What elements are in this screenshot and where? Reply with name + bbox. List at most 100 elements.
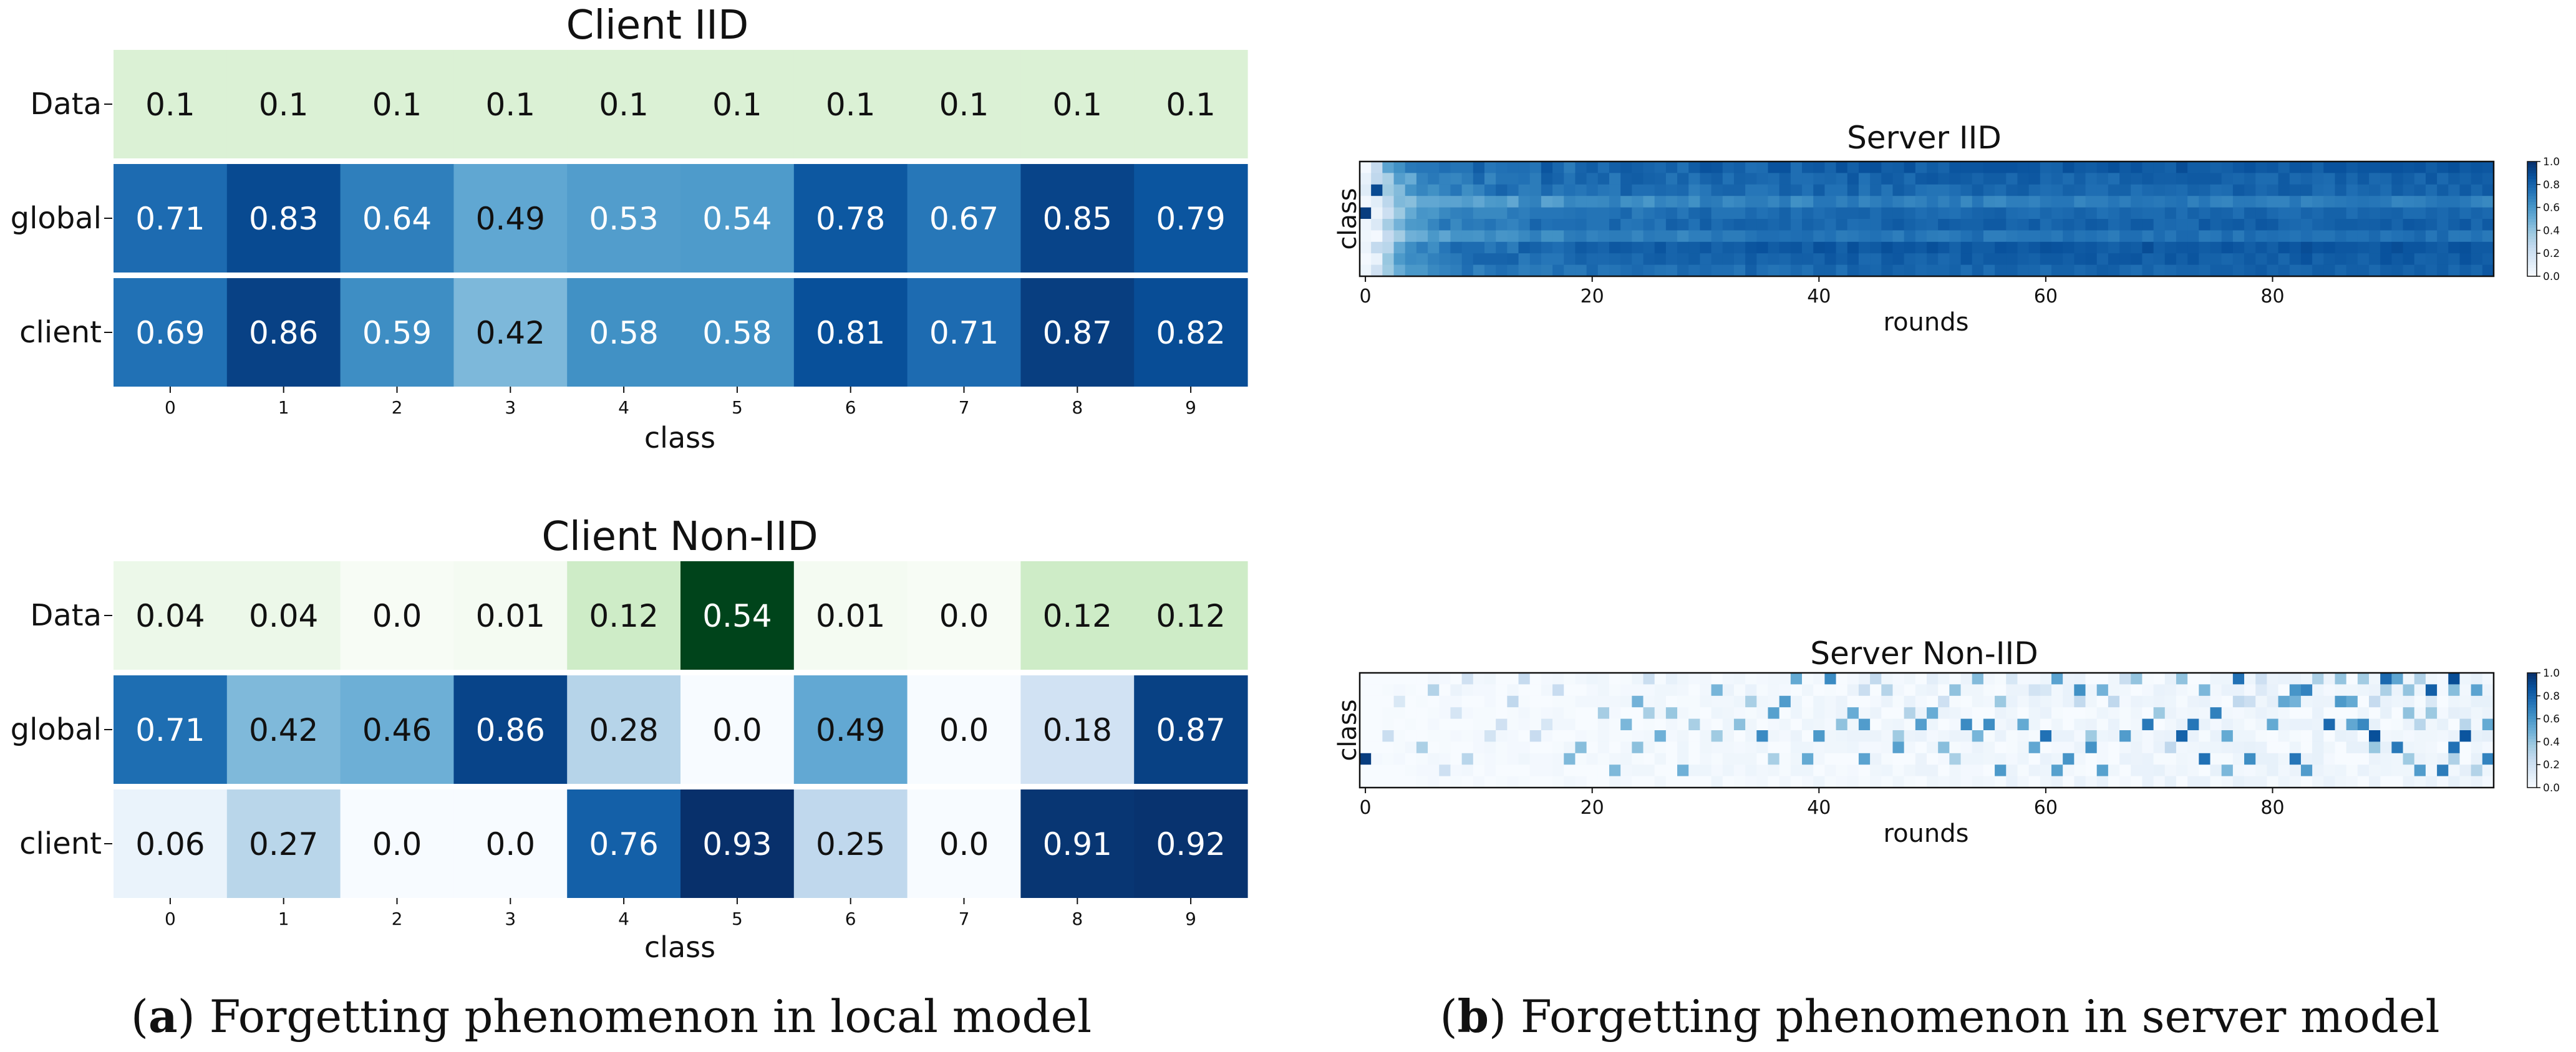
heatmap-cell (1620, 264, 1632, 277)
heatmap-cell (2255, 241, 2267, 254)
heatmap-cell (2369, 730, 2381, 742)
heatmap-cell (1416, 162, 1428, 173)
heatmap-cell (1711, 196, 1723, 208)
x-tick-label: 8 (1072, 909, 1083, 929)
x-tick-label: 0 (165, 909, 176, 929)
colorbar-segment (2527, 736, 2537, 740)
heatmap-cell (1836, 695, 1848, 708)
heatmap-cell (2300, 718, 2313, 731)
heatmap-cell (2028, 241, 2041, 254)
colorbar-segment (2527, 687, 2537, 691)
heatmap-cell (2096, 741, 2109, 754)
heatmap-cell (1927, 230, 1939, 243)
heatmap-cell (1405, 753, 1417, 765)
heatmap-cell (2006, 684, 2018, 697)
heatmap-cell (1995, 707, 2007, 720)
heatmap-cell (1393, 765, 1406, 777)
heatmap-cell (1428, 264, 1440, 277)
colorbar-segment (2527, 233, 2537, 237)
heatmap-cell (1654, 741, 1667, 754)
heatmap-cell (1654, 219, 1667, 231)
heatmap-cell (1620, 196, 1632, 208)
heatmap-cell (1995, 230, 2007, 243)
heatmap-cell (2278, 718, 2290, 731)
heatmap-cell (2176, 162, 2188, 173)
heatmap-cell (340, 278, 454, 387)
heatmap-cell (1371, 753, 1383, 765)
heatmap-cell (2153, 173, 2166, 185)
heatmap-cell (1677, 718, 1689, 731)
heatmap-cell (1654, 241, 1667, 254)
heatmap-cell (2085, 741, 2098, 754)
heatmap-cell (2108, 264, 2120, 277)
heatmap-cell (1756, 264, 1768, 277)
heatmap-cell (2108, 741, 2120, 754)
heatmap-cell (2335, 162, 2347, 173)
colorbar-segment (2527, 704, 2537, 708)
heatmap-cell (2471, 219, 2483, 231)
heatmap-cell (1529, 207, 1542, 220)
heatmap-cell (2403, 207, 2415, 220)
heatmap-cell (1529, 684, 1542, 697)
heatmap-cell (1597, 718, 1610, 731)
heatmap-cell (2312, 753, 2324, 765)
heatmap-cell (1688, 707, 1700, 720)
heatmap-cell (1790, 673, 1803, 685)
heatmap-cell (2210, 673, 2222, 685)
heatmap-cell (1688, 264, 1700, 277)
heatmap-cell (2017, 776, 2030, 788)
heatmap-cell (2414, 707, 2426, 720)
heatmap-cell (2142, 219, 2154, 231)
heatmap-cell (2028, 730, 2041, 742)
heatmap-cell (1995, 741, 2007, 754)
heatmap-cell (2017, 162, 2030, 173)
heatmap-cell (1529, 219, 1542, 231)
heatmap-cell (1518, 753, 1531, 765)
heatmap-cell (1507, 162, 1519, 173)
heatmap-cell (1745, 230, 1757, 243)
heatmap-cell (1575, 718, 1587, 731)
heatmap-cell (1484, 196, 1496, 208)
heatmap-cell (1756, 730, 1768, 742)
heatmap-cell (793, 164, 908, 273)
heatmap-cell (2006, 207, 2018, 220)
heatmap-cell (1360, 241, 1372, 254)
heatmap-cell (1711, 776, 1723, 788)
colorbar-segment (2527, 781, 2537, 785)
heatmap-cell (2221, 741, 2234, 754)
heatmap-cell (2176, 741, 2188, 754)
heatmap-cell (1620, 219, 1632, 231)
heatmap-cell (1564, 196, 1576, 208)
heatmap-cell (1360, 753, 1372, 765)
heatmap-cell (1552, 196, 1564, 208)
heatmap-cell (1609, 695, 1621, 708)
heatmap-cell (2210, 741, 2222, 754)
heatmap-cell (1529, 776, 1542, 788)
heatmap-cell (1733, 673, 1746, 685)
heatmap-cell (1938, 765, 1950, 777)
colorbar-segment (2527, 187, 2537, 191)
heatmap-cell (1416, 264, 1428, 277)
heatmap-cell (2040, 264, 2052, 277)
x-tick-label: 20 (1581, 286, 1604, 307)
heatmap-cell (567, 164, 681, 273)
heatmap-cell (2437, 718, 2449, 731)
heatmap-cell (1847, 765, 1859, 777)
heatmap-cell (1802, 241, 1814, 254)
heatmap-cell (1518, 219, 1531, 231)
heatmap-cell (2006, 264, 2018, 277)
heatmap-cell (1609, 241, 1621, 254)
x-tick-label: 6 (845, 909, 856, 929)
heatmap-cell (2176, 673, 2188, 685)
heatmap-cell (2471, 776, 2483, 788)
heatmap-cell (1575, 219, 1587, 231)
heatmap-cell (2391, 730, 2404, 742)
heatmap-cell (1529, 173, 1542, 185)
heatmap-cell (2131, 718, 2143, 731)
heatmap-cell (2357, 219, 2370, 231)
heatmap-cell (1836, 230, 1848, 243)
heatmap-cell (1484, 241, 1496, 254)
heatmap-cell (2312, 695, 2324, 708)
heatmap-cell (2028, 207, 2041, 220)
heatmap-cell (1995, 776, 2007, 788)
